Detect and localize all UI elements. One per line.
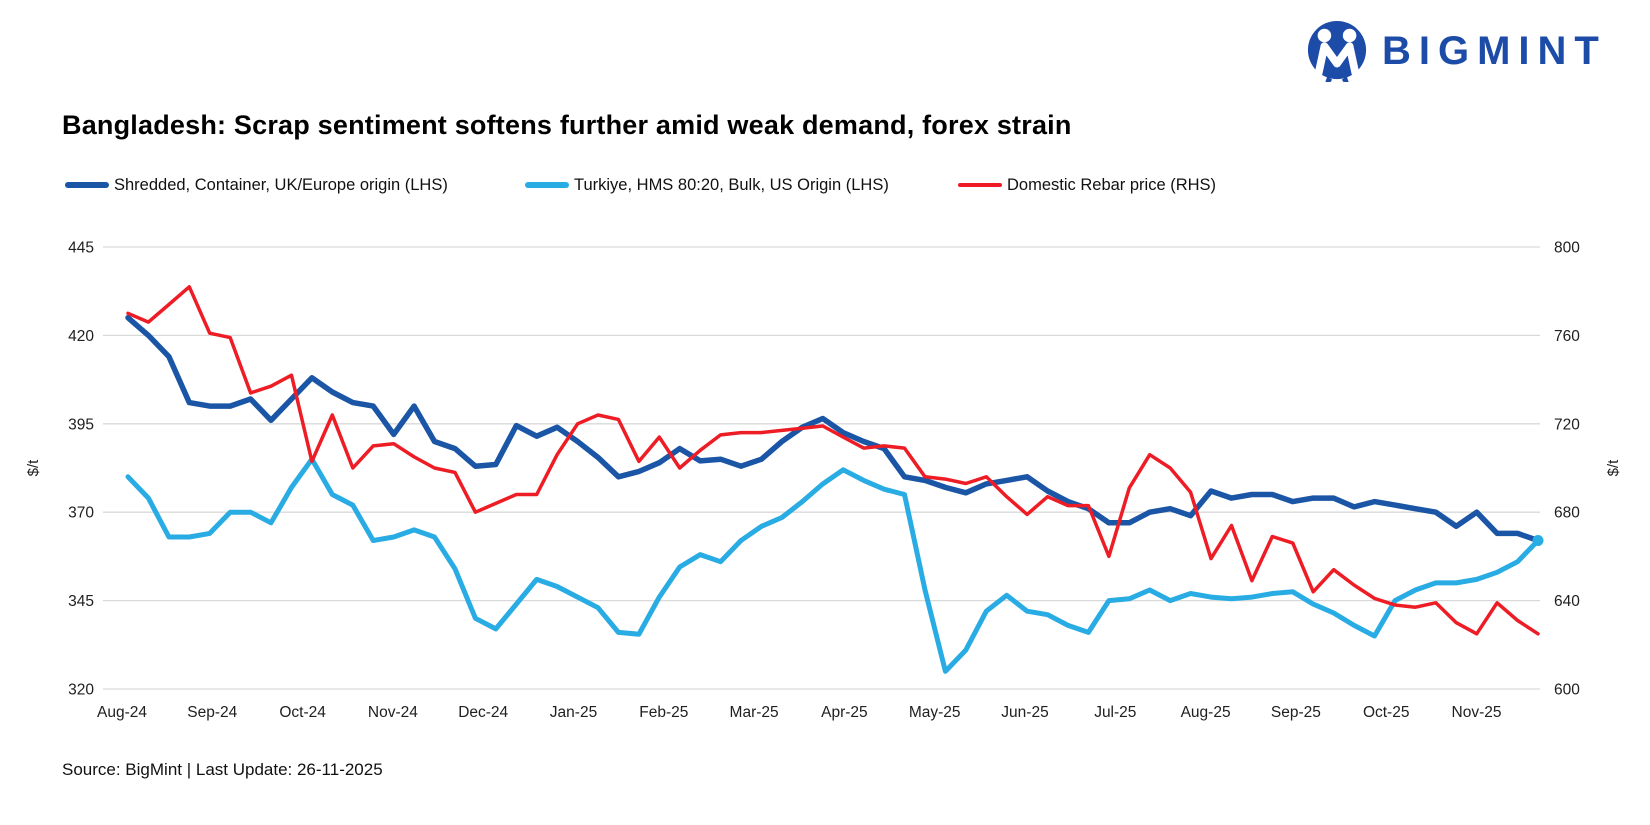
series-line-shredded-uk-europe	[125, 314, 1541, 544]
legend-item-turkiye: Turkiye, HMS 80:20, Bulk, US Origin (LHS…	[525, 174, 889, 196]
x-month-label: Apr-25	[821, 704, 868, 721]
legend-item-rebar: Domestic Rebar price (RHS)	[958, 174, 1216, 196]
x-month-label: Nov-25	[1452, 704, 1502, 721]
series-end-dot-turkiye-hms-8020	[1532, 535, 1544, 546]
x-month-label: Jul-25	[1094, 704, 1136, 721]
series-line-domestic-rebar	[126, 285, 1540, 636]
x-month-label: Oct-25	[1363, 704, 1410, 721]
x-month-label: Aug-24	[97, 704, 147, 721]
source-note: Source: BigMint | Last Update: 26-11-202…	[62, 760, 383, 779]
x-month-label: Feb-25	[639, 704, 688, 721]
legend-label-turkiye: Turkiye, HMS 80:20, Bulk, US Origin (LHS…	[574, 175, 889, 194]
x-month-label: Aug-25	[1181, 704, 1231, 721]
y-axis-tick-left: 395	[68, 416, 94, 433]
bigmint-m-people-icon	[1307, 20, 1367, 82]
x-month-label: Sep-24	[187, 704, 237, 721]
x-month-label: Dec-24	[458, 704, 508, 721]
y-axis-tick-right: 600	[1554, 682, 1580, 699]
y-axis-label-right: $/t	[1605, 459, 1622, 477]
x-month-label: Jun-25	[1001, 704, 1048, 721]
y-axis-tick-left: 345	[68, 593, 94, 610]
y-axis-tick-right: 640	[1554, 593, 1580, 610]
y-axis-label-left: $/t	[25, 459, 42, 477]
y-axis-tick-left: 445	[68, 240, 94, 257]
legend-label-shredded: Shredded, Container, UK/Europe origin (L…	[114, 175, 448, 194]
x-month-label: Jan-25	[550, 704, 597, 721]
y-axis-tick-right: 680	[1554, 505, 1580, 522]
x-month-label: Oct-24	[279, 704, 326, 721]
legend-label-rebar: Domestic Rebar price (RHS)	[1007, 175, 1217, 194]
y-axis-tick-left: 420	[68, 328, 94, 345]
y-axis-tick-right: 720	[1554, 416, 1580, 433]
page-title: Bangladesh: Scrap sentiment softens furt…	[62, 110, 1072, 140]
y-axis-tick-left: 320	[68, 682, 94, 699]
brand-name: BIGMINT	[1382, 28, 1607, 73]
legend-item-shredded: Shredded, Container, UK/Europe origin (L…	[65, 174, 448, 196]
y-axis-tick-left: 370	[68, 505, 94, 522]
legend-swatch-rebar	[958, 183, 1002, 187]
legend-swatch-shredded	[65, 182, 109, 188]
x-month-label: Sep-25	[1271, 704, 1321, 721]
series-line-turkiye-hms-8020	[125, 456, 1541, 674]
y-axis-tick-right: 760	[1554, 328, 1580, 345]
x-month-label: May-25	[909, 704, 961, 721]
legend-swatch-turkiye	[525, 182, 569, 188]
brand-logo: BIGMINT	[1306, 20, 1607, 82]
y-axis-tick-right: 800	[1554, 240, 1580, 257]
x-month-label: Nov-24	[368, 704, 418, 721]
x-month-label: Mar-25	[730, 704, 779, 721]
